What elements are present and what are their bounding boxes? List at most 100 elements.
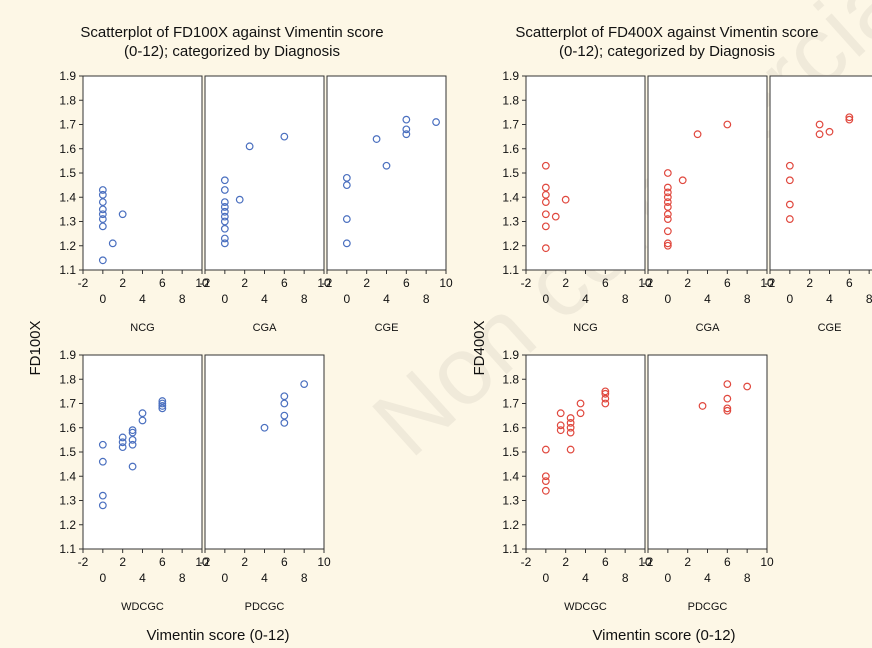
x-tick-label: 0 [664, 292, 671, 306]
panel-frame [525, 75, 646, 271]
data-point [815, 130, 824, 139]
panel-frame [204, 354, 325, 550]
chart-title-line2: (0-12); categorized by Diagnosis [559, 43, 775, 60]
data-point [663, 188, 672, 197]
data-point [663, 241, 672, 250]
panel-frame [769, 75, 872, 271]
panel-label-cga: CGA [696, 322, 721, 334]
data-point [280, 132, 289, 141]
data-point [723, 380, 732, 389]
y-tick-label: 1.6 [502, 421, 519, 435]
x-tick-label: 2 [684, 276, 691, 290]
data-point [785, 161, 794, 170]
y-tick-label: 1.8 [59, 372, 76, 386]
y-tick-label: 1.3 [502, 494, 519, 508]
x-tick-label: 10 [317, 276, 331, 290]
data-point [566, 414, 575, 422]
y-tick-label: 1.3 [502, 215, 519, 229]
data-point [220, 239, 229, 248]
y-tick-label: 1.2 [502, 239, 519, 253]
x-tick-label: -2 [643, 276, 654, 290]
data-point [235, 195, 244, 204]
data-point [541, 161, 550, 170]
data-point [220, 176, 229, 185]
x-tick-label: -2 [322, 276, 333, 290]
data-point [220, 203, 229, 211]
x-tick-label: 8 [866, 292, 872, 306]
data-point [678, 176, 687, 185]
y-axis-label: FD100X [27, 320, 44, 375]
y-tick-label: 1.1 [59, 542, 76, 556]
data-point [98, 222, 107, 231]
data-point [98, 440, 107, 449]
panel-label-pdcgc: PDCGC [688, 601, 728, 613]
x-tick-label: 0 [664, 571, 671, 585]
y-tick-label: 1.1 [59, 263, 76, 277]
y-tick-label: 1.9 [502, 348, 519, 362]
x-tick-label: 8 [744, 571, 751, 585]
y-tick-label: 1.5 [59, 445, 76, 459]
data-point [98, 190, 107, 199]
data-point [663, 203, 672, 211]
data-point [402, 130, 411, 139]
x-tick-label: -2 [521, 555, 532, 569]
y-tick-label: 1.3 [59, 215, 76, 229]
y-tick-label: 1.9 [59, 69, 76, 83]
data-point [220, 234, 229, 243]
data-point [342, 181, 351, 190]
x-tick-label: 0 [99, 292, 106, 306]
y-tick-label: 1.8 [59, 93, 76, 107]
x-tick-label: 4 [383, 292, 390, 306]
x-tick-label: 10 [195, 555, 209, 569]
data-point [576, 399, 585, 408]
data-point [698, 402, 707, 410]
x-tick-label: 2 [562, 555, 569, 569]
x-tick-label: 0 [99, 571, 106, 585]
data-point [158, 402, 167, 410]
y-tick-label: 1.2 [502, 518, 519, 532]
panel-label-wdcgc: WDCGC [121, 601, 164, 613]
data-point [158, 399, 167, 408]
x-tick-label: 8 [622, 292, 629, 306]
x-tick-label: 8 [301, 571, 308, 585]
y-tick-label: 1.6 [502, 142, 519, 156]
y-tick-label: 1.2 [59, 518, 76, 532]
data-point [118, 210, 127, 219]
x-tick-label: 8 [179, 571, 186, 585]
data-point [541, 244, 550, 253]
x-tick-label: 4 [826, 292, 833, 306]
x-tick-label: 6 [602, 555, 609, 569]
panel-frame [82, 75, 203, 271]
x-tick-label: 10 [638, 555, 652, 569]
data-point [541, 472, 550, 481]
data-point [220, 224, 229, 233]
data-point [118, 438, 127, 447]
data-point [98, 198, 107, 207]
data-point [663, 239, 672, 248]
data-point [723, 406, 732, 415]
data-point [566, 419, 575, 427]
x-tick-label: 6 [403, 276, 410, 290]
x-tick-label: 0 [786, 292, 793, 306]
data-point [98, 457, 107, 466]
data-point [723, 394, 732, 403]
data-point [342, 173, 351, 182]
data-point [372, 135, 381, 143]
panel-label-cge: CGE [375, 322, 399, 334]
data-point [561, 195, 570, 204]
panel-frame [82, 354, 203, 550]
x-tick-label: 4 [261, 292, 268, 306]
x-tick-label: 10 [317, 555, 331, 569]
data-point [118, 443, 127, 452]
x-tick-label: 10 [760, 276, 774, 290]
x-tick-label: 0 [221, 292, 228, 306]
y-tick-label: 1.8 [502, 93, 519, 107]
data-point [402, 125, 411, 134]
data-point [118, 433, 127, 442]
x-tick-label: 2 [562, 276, 569, 290]
data-point [663, 227, 672, 236]
panel-label-cge: CGE [818, 322, 842, 334]
data-point [98, 205, 107, 214]
data-point [220, 217, 229, 226]
